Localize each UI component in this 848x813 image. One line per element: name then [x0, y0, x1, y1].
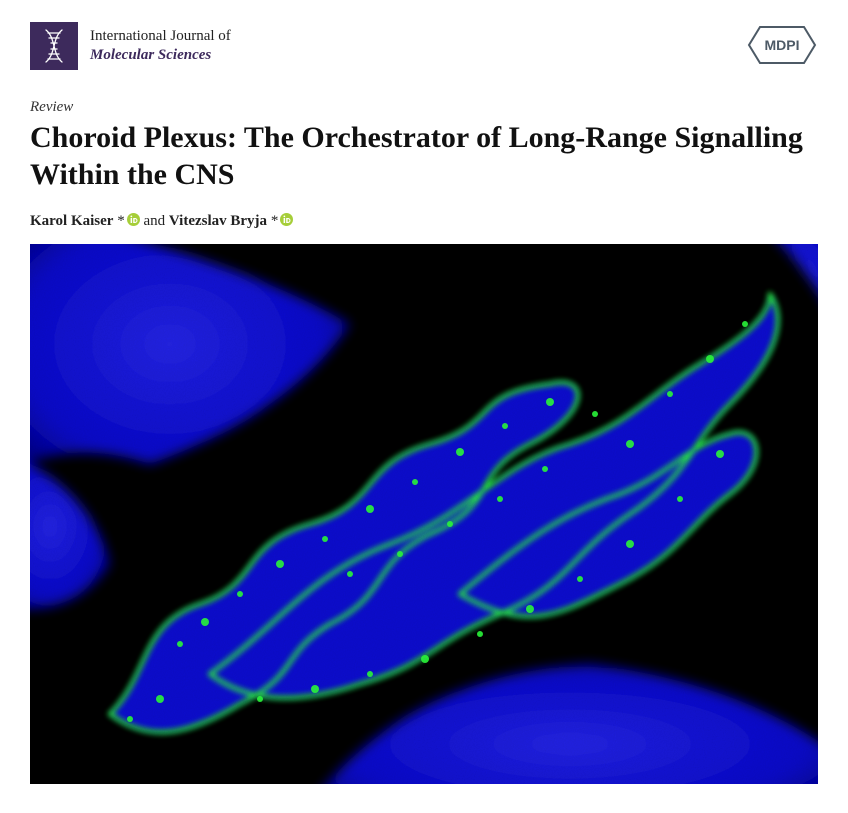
journal-logo	[30, 22, 78, 70]
journal-block: International Journal of Molecular Scien…	[30, 22, 231, 70]
journal-line1: International Journal of	[90, 27, 231, 46]
author-2-mark: *	[267, 213, 278, 229]
author-separator: and	[140, 213, 169, 229]
orcid-icon	[127, 213, 140, 226]
journal-name: International Journal of Molecular Scien…	[90, 27, 231, 65]
figure-microscopy	[30, 244, 818, 784]
dna-icon	[34, 26, 74, 66]
author-list: Karol Kaiser * and Vitezslav Bryja *	[30, 213, 818, 230]
mdpi-icon: MDPI	[746, 24, 818, 66]
journal-line2: Molecular Sciences	[90, 46, 231, 65]
author-1-name: Karol Kaiser	[30, 213, 113, 229]
orcid-icon	[280, 213, 293, 226]
header-row: International Journal of Molecular Scien…	[30, 22, 818, 71]
publisher-label: MDPI	[765, 37, 800, 53]
author-2-name: Vitezslav Bryja	[169, 213, 267, 229]
article-title: Choroid Plexus: The Orchestrator of Long…	[30, 120, 818, 193]
author-1-mark: *	[113, 213, 124, 229]
publisher-logo: MDPI	[746, 24, 818, 71]
article-type: Review	[30, 99, 818, 116]
